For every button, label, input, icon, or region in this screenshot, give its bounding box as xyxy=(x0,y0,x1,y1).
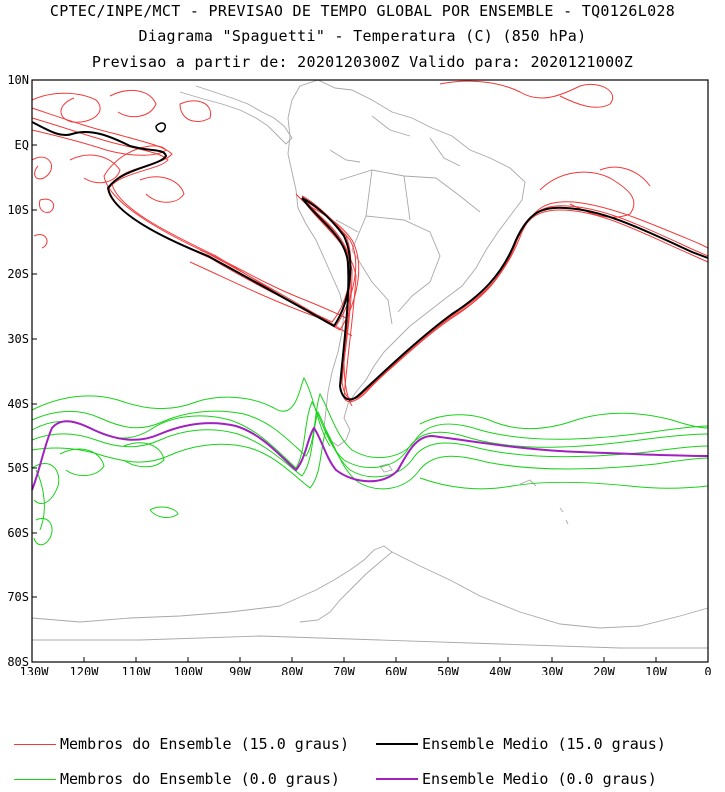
antarctic-peninsula xyxy=(279,545,393,623)
map-frame xyxy=(31,79,709,663)
lat-label: 30S xyxy=(7,332,29,346)
red-member xyxy=(31,117,709,400)
legend-black-mean-label: Ensemble Medio (15.0 graus) xyxy=(422,735,666,753)
south-america-coast xyxy=(287,79,526,447)
lon-label: 50W xyxy=(437,665,459,675)
lat-label: 80S xyxy=(7,655,29,669)
legend-purple-mean-label: Ensemble Medio (0.0 graus) xyxy=(422,770,657,788)
legend-green-members-label: Membros do Ensemble (0.0 graus) xyxy=(60,770,340,788)
lon-label: 30W xyxy=(541,665,563,675)
lat-label: 40S xyxy=(7,397,29,411)
green-member-contours xyxy=(31,376,709,546)
central-america-coast xyxy=(179,85,293,145)
lat-label: 50S xyxy=(7,461,29,475)
legend-black-mean: Ensemble Medio (15.0 graus) xyxy=(376,735,666,753)
lon-label: 60W xyxy=(385,665,407,675)
green-member xyxy=(31,400,709,469)
legend-swatch-black xyxy=(376,743,418,745)
red-member xyxy=(31,89,212,123)
antarctica-interior xyxy=(32,635,708,649)
lat-label: 60S xyxy=(7,526,29,540)
coastlines xyxy=(31,79,709,649)
legend-red-members: Membros do Ensemble (15.0 graus) xyxy=(14,735,349,753)
green-member xyxy=(419,412,709,429)
antarctica-coast xyxy=(31,551,709,629)
lon-label: 110W xyxy=(122,665,152,675)
legend-swatch-green xyxy=(14,778,56,780)
lon-label: 100W xyxy=(174,665,204,675)
legend-green-members: Membros do Ensemble (0.0 graus) xyxy=(14,770,340,788)
legend-purple-mean: Ensemble Medio (0.0 graus) xyxy=(376,770,657,788)
black-ensemble-mean-line xyxy=(31,121,709,401)
sandwich-islands xyxy=(559,507,569,525)
lon-label: 90W xyxy=(229,665,251,675)
header-title-line1: CPTEC/INPE/MCT - PREVISAO DE TEMPO GLOBA… xyxy=(49,2,676,20)
lon-ticks xyxy=(31,657,709,662)
lon-label: 20W xyxy=(593,665,615,675)
green-member xyxy=(149,506,179,518)
lat-label: 20S xyxy=(7,267,29,281)
south-georgia xyxy=(519,479,537,487)
red-member xyxy=(189,249,353,337)
green-member xyxy=(31,410,709,478)
lat-label: EQ xyxy=(15,138,29,152)
purple-ensemble-mean-line xyxy=(31,420,709,491)
green-member xyxy=(31,392,709,459)
lon-label: 120W xyxy=(70,665,100,675)
red-member xyxy=(69,154,185,203)
red-member xyxy=(31,156,55,249)
lon-label: 0 xyxy=(704,665,711,675)
lat-label: 70S xyxy=(7,590,29,604)
red-member xyxy=(31,107,709,403)
falklands xyxy=(379,463,393,473)
red-member xyxy=(539,166,651,218)
legend-swatch-red xyxy=(14,743,56,745)
green-member xyxy=(31,428,709,490)
black-ensemble-mean-small-loop xyxy=(155,122,167,133)
lon-label: 80W xyxy=(281,665,303,675)
red-member-contours xyxy=(31,80,709,407)
legend-swatch-purple xyxy=(376,778,418,780)
lon-label: 70W xyxy=(333,665,355,675)
green-member xyxy=(59,442,165,476)
spaghetti-map: 10N EQ 10S 20S 30S 40S 50S 60S 70S 80S 1… xyxy=(7,73,712,675)
red-member xyxy=(439,80,613,108)
green-member xyxy=(31,376,331,447)
lat-label: 10N xyxy=(7,73,29,87)
legend-red-members-label: Membros do Ensemble (15.0 graus) xyxy=(60,735,349,753)
lon-label: 130W xyxy=(20,665,50,675)
lat-label: 10S xyxy=(7,203,29,217)
lat-labels: 10N EQ 10S 20S 30S 40S 50S 60S 70S 80S xyxy=(7,73,29,669)
lon-label: 10W xyxy=(645,665,667,675)
header-title-line3: Previsao a partir de: 2020120300Z Valido… xyxy=(91,53,634,71)
country-borders xyxy=(329,115,481,325)
lat-ticks xyxy=(32,79,37,663)
green-member xyxy=(419,477,709,490)
lon-labels: 130W 120W 110W 100W 90W 80W 70W 60W 50W … xyxy=(20,665,712,675)
header-title-line2: Diagrama "Spaguetti" - Temperatura (C) (… xyxy=(138,27,587,45)
lon-label: 40W xyxy=(489,665,511,675)
